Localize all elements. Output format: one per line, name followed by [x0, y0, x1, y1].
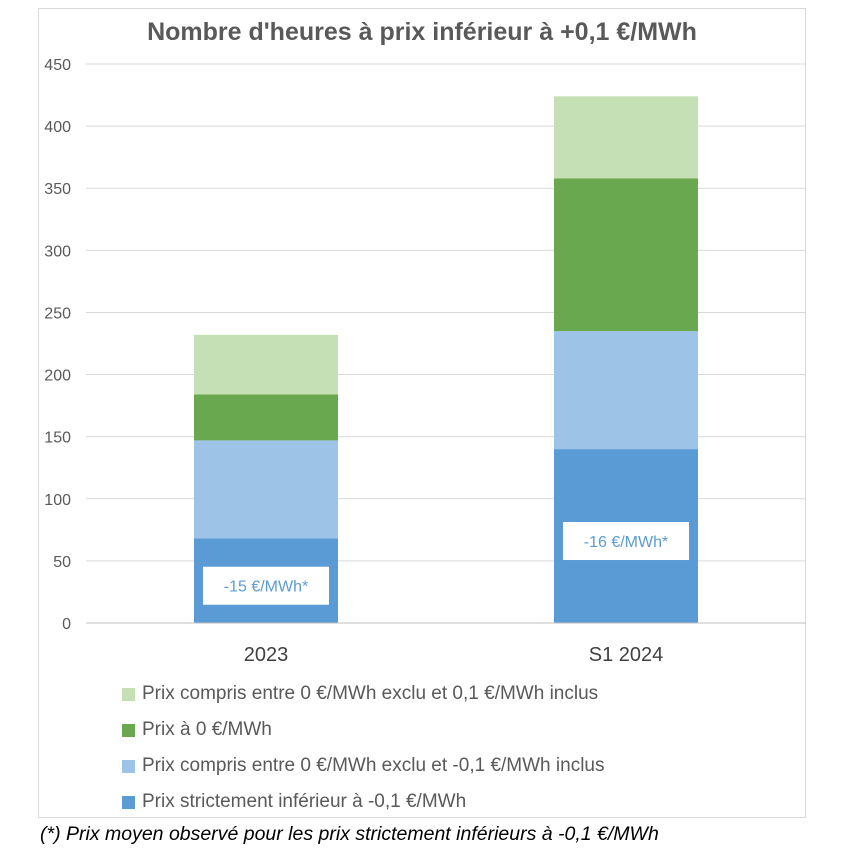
bar-segment	[554, 331, 698, 450]
y-tick-label: 150	[44, 430, 71, 447]
footnote: (*) Prix moyen observé pour les prix str…	[40, 823, 659, 845]
bar-segment	[554, 178, 698, 332]
annotation-box	[203, 566, 329, 605]
legend-item: Prix à 0 €/MWh	[122, 712, 604, 748]
y-tick-label: 250	[44, 305, 71, 322]
y-tick-label: 100	[44, 492, 71, 509]
legend-item: Prix strictement inférieur à -0,1 €/MWh	[122, 784, 604, 820]
y-tick-label: 300	[44, 243, 71, 260]
annotation-label: -15 €/MWh*	[224, 579, 308, 596]
annotation-box	[563, 522, 689, 561]
chart-legend: Prix compris entre 0 €/MWh exclu et 0,1 …	[122, 676, 604, 820]
x-tick-label: S1 2024	[589, 644, 664, 666]
y-tick-label: 0	[62, 616, 71, 633]
legend-swatch	[122, 795, 135, 809]
y-tick-label: 200	[44, 368, 71, 385]
y-tick-label: 50	[53, 554, 71, 571]
chart-title: Nombre d'heures à prix inférieur à +0,1 …	[147, 18, 697, 46]
legend-item: Prix compris entre 0 €/MWh exclu et -0,1…	[122, 748, 604, 784]
legend-label: Prix compris entre 0 €/MWh exclu et 0,1 …	[142, 683, 599, 704]
legend-swatch	[122, 687, 135, 701]
x-tick-label: 2023	[244, 644, 289, 666]
y-tick-label: 350	[44, 181, 71, 198]
legend-swatch	[122, 723, 135, 737]
legend-label: Prix à 0 €/MWh	[142, 719, 272, 740]
y-tick-label: 400	[44, 119, 71, 136]
legend-label: Prix strictement inférieur à -0,1 €/MWh	[142, 791, 467, 812]
legend-label: Prix compris entre 0 €/MWh exclu et -0,1…	[142, 755, 605, 776]
annotation-label: -16 €/MWh*	[584, 534, 668, 551]
bar-segment	[194, 334, 338, 395]
legend-swatch	[122, 759, 135, 773]
bar-segment	[194, 440, 338, 539]
legend-item: Prix compris entre 0 €/MWh exclu et 0,1 …	[122, 676, 604, 712]
bar-segment	[194, 394, 338, 441]
bar-segment	[554, 96, 698, 179]
y-tick-label: 450	[44, 57, 71, 74]
